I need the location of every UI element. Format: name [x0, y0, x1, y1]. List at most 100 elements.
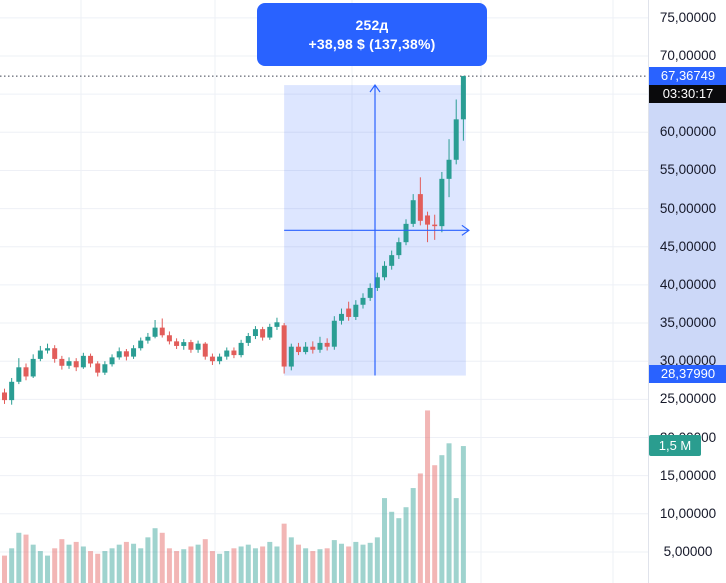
volume-bar: [37, 551, 43, 583]
candle-body: [109, 357, 115, 365]
volume-bar: [238, 546, 244, 583]
volume-bar: [88, 551, 94, 583]
candle-body: [274, 322, 280, 327]
volume-bar: [317, 549, 323, 583]
volume-bar: [195, 544, 201, 583]
volume-bar: [2, 555, 7, 583]
candle-body: [425, 215, 431, 225]
volume-bar: [231, 548, 237, 583]
volume-bar: [188, 546, 194, 583]
candle-body: [260, 329, 266, 338]
volume-bar: [52, 548, 58, 583]
volume-bar: [209, 551, 215, 583]
price-axis-label: 25,00000: [659, 391, 717, 407]
candle-body: [202, 343, 208, 357]
candle-body: [324, 342, 330, 347]
volume-bar: [138, 548, 144, 583]
volume-bar: [109, 548, 115, 583]
measure-duration-label: 252д: [355, 17, 389, 33]
candle-body: [37, 350, 43, 359]
candle-body: [310, 346, 316, 350]
current-price-badge: 67,36749: [649, 67, 726, 86]
price-axis-label: 10,00000: [659, 505, 717, 521]
candle-body: [410, 200, 416, 224]
volume-bar: [446, 443, 452, 583]
price-axis-label: 55,00000: [659, 162, 717, 178]
candle-body: [23, 367, 29, 377]
volume-bar: [166, 548, 172, 583]
price-axis-label: 75,00000: [659, 9, 717, 25]
volume-bar: [410, 488, 416, 583]
candle-body: [224, 350, 230, 357]
candle-body: [295, 346, 301, 353]
candle-body: [9, 381, 15, 401]
candle-body: [367, 287, 373, 298]
volume-bar: [417, 473, 423, 583]
volume-bar: [303, 548, 309, 583]
volume-bar: [331, 540, 337, 583]
candle-body: [252, 329, 258, 337]
candle-body: [45, 348, 51, 351]
measure-tooltip[interactable]: 252д +38,98 $ (137,38%): [257, 3, 487, 66]
price-axis-label: 30,00000: [659, 353, 717, 369]
volume-badge: 1,5 M: [649, 435, 701, 457]
volume-bar: [174, 551, 180, 583]
candle-body: [16, 367, 22, 382]
volume-bar: [217, 553, 223, 583]
volume-bar: [267, 541, 273, 583]
candle-body: [166, 335, 172, 342]
candle-body: [331, 320, 337, 347]
candle-body: [267, 326, 273, 338]
price-axis-label: 60,00000: [659, 124, 717, 140]
candle-body: [102, 364, 108, 373]
candle-wick: [434, 214, 436, 240]
candle-body: [195, 343, 201, 350]
volume-bar: [338, 543, 344, 583]
volume-bar: [453, 498, 459, 583]
volume-bar: [159, 532, 165, 583]
candle-body: [2, 392, 7, 401]
volume-bar: [403, 507, 409, 583]
candle-body: [238, 342, 244, 356]
price-axis[interactable]: 75,00000 70,00000 60,00000 55,00000 50,00000…: [648, 0, 726, 583]
candlestick-volume-plot: [0, 0, 648, 583]
price-axis-label: 5,00000: [663, 543, 713, 559]
candle-body: [138, 340, 144, 349]
candle-body: [317, 342, 323, 350]
volume-bar: [353, 541, 359, 583]
candle-body: [66, 361, 72, 366]
volume-bar: [245, 544, 251, 583]
volume-bar: [260, 546, 266, 583]
candle-body: [360, 297, 366, 305]
volume-bar: [324, 548, 330, 583]
axis-measure-highlight: [649, 67, 726, 383]
volume-bar: [295, 544, 301, 583]
candle-body: [174, 341, 180, 346]
price-axis-label: 35,00000: [659, 315, 717, 331]
price-axis-label: 70,00000: [659, 48, 717, 63]
volume-bar: [202, 539, 208, 583]
measure-from-price-badge: 28,37990: [649, 364, 726, 383]
candle-body: [439, 178, 445, 227]
volume-bar: [460, 446, 466, 583]
volume-bar: [73, 541, 79, 583]
candle-body: [30, 358, 36, 377]
volume-bar: [80, 546, 86, 583]
candle-body: [245, 336, 251, 343]
candle-body: [52, 348, 58, 359]
volume-bar: [374, 537, 380, 583]
volume-bar: [224, 551, 230, 583]
candle-body: [231, 350, 237, 356]
candle-body: [353, 304, 359, 317]
volume-bar: [274, 546, 280, 583]
chart-canvas[interactable]: 252д +38,98 $ (137,38%): [0, 0, 648, 583]
price-axis-label: 45,00000: [659, 238, 717, 254]
candle-wick: [427, 211, 429, 243]
volume-bar: [382, 498, 388, 583]
candle-body: [417, 194, 423, 221]
volume-bar: [131, 543, 137, 583]
candle-body: [346, 308, 352, 317]
candle-body: [123, 351, 129, 357]
volume-bar: [346, 546, 352, 583]
volume-bar: [152, 528, 158, 583]
